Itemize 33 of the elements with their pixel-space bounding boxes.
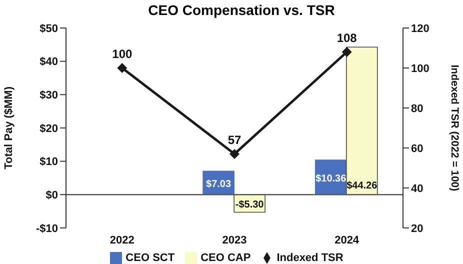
y-tick-label: $30	[40, 90, 58, 102]
y2-tick-label: 40	[411, 182, 424, 195]
data-label: $44.26	[346, 180, 378, 192]
data-label: 57	[228, 132, 242, 147]
x-tick-label: 2024	[334, 234, 360, 247]
legend-label: CEO SCT	[126, 252, 175, 264]
legend-label: Indexed TSR	[276, 252, 344, 264]
y2-tick-label: 20	[411, 222, 424, 235]
y-tick-label: $10	[40, 156, 58, 168]
point	[230, 148, 240, 159]
y2-tick-label: 80	[411, 102, 424, 115]
chart-title: CEO Compensation vs. TSR	[147, 1, 336, 20]
point	[117, 62, 128, 73]
bar	[346, 46, 378, 195]
point	[342, 46, 352, 57]
x-tick-label: 2023	[222, 234, 247, 247]
data-label: 108	[336, 30, 358, 45]
data-label: -$5.30	[235, 199, 264, 210]
y-tick-label: $0	[46, 189, 58, 202]
data-label: $10.36	[316, 173, 347, 184]
y-tick-label: $40	[40, 56, 58, 68]
legend-label: CEO CAP	[200, 252, 251, 264]
y2-tick-label: 100	[411, 62, 430, 75]
y2-tick-label: 60	[411, 142, 424, 155]
y-tick-label: $20	[40, 122, 58, 135]
y-axis-title: Total Pay ($MM)	[2, 86, 15, 170]
data-label: $7.03	[206, 178, 232, 190]
y2-axis-title: Indexed TSR (2022 = 100)	[448, 64, 460, 192]
y-tick-label: $50	[40, 22, 58, 35]
x-tick-label: 2022	[110, 234, 134, 247]
data-label: 100	[112, 46, 132, 61]
y2-tick-label: 120	[411, 22, 430, 35]
y-tick-label: -$10	[36, 222, 58, 235]
